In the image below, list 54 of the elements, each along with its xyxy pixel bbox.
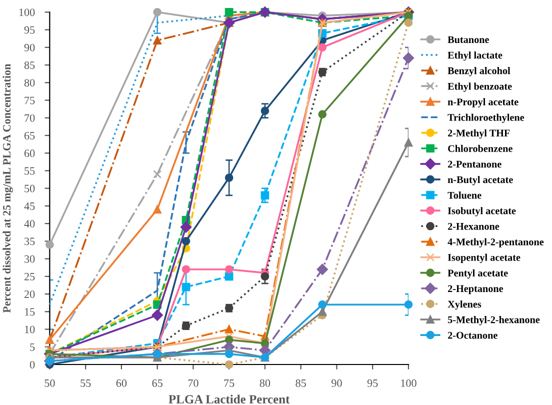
- x-axis-title: PLGA Lactide Percent: [168, 394, 290, 404]
- x-tick-label: 95: [367, 379, 378, 387]
- y-tick-label: 60: [24, 150, 35, 158]
- x-tick-label: 75: [224, 380, 234, 387]
- legend-label: Ethyl lactate: [448, 51, 502, 61]
- legend-label: n-Propyl acetate: [448, 98, 518, 108]
- legend-label: 2-Heptanone: [448, 285, 504, 294]
- y-tick-label: 65: [24, 132, 35, 140]
- legend-label: Isopentyl acetate: [448, 254, 520, 263]
- y-axis-title: Percent dissolved at 25 mg/mL PLGA Concentration: [2, 64, 13, 313]
- legend-label: Benzyl alcohol: [448, 67, 510, 76]
- x-tick-label: 80: [260, 379, 270, 387]
- y-tick-label: 0: [30, 360, 35, 368]
- y-tick-label: 5: [30, 343, 35, 351]
- y-tick-label: 85: [24, 61, 35, 69]
- x-tick-label: 90: [332, 379, 342, 387]
- y-tick-label: 45: [24, 202, 35, 210]
- y-tick-label: 90: [24, 44, 35, 52]
- legend-label: Ethyl benzoate: [448, 82, 512, 92]
- y-tick-label: 10: [24, 326, 35, 334]
- y-tick-label: 75: [24, 96, 35, 104]
- y-tick-label: 50: [24, 184, 35, 192]
- y-tick-label: 15: [24, 308, 35, 316]
- y-tick-label: 40: [24, 220, 35, 228]
- legend-label: Trichloroethylene: [448, 114, 524, 123]
- legend-label: n-Butyl acetate: [448, 176, 513, 186]
- legend-label: 2-Hexanone: [448, 222, 500, 230]
- x-tick-label: 60: [116, 379, 127, 387]
- legend-label: Toluene: [448, 192, 482, 199]
- y-tick-label: 30: [24, 255, 35, 263]
- x-tick-label: 65: [152, 379, 162, 387]
- legend-label: 5-Methyl-2-hexanone: [448, 316, 540, 326]
- y-tick-label: 55: [24, 167, 35, 175]
- y-tick-label: 20: [24, 290, 35, 298]
- y-tick-label: 70: [24, 114, 35, 122]
- legend-label: 2-Octanone: [448, 332, 498, 339]
- y-tick-label: 35: [24, 238, 35, 246]
- y-tick-label: 80: [24, 79, 35, 87]
- y-tick-label: 100: [19, 8, 35, 16]
- x-tick-label: 50: [44, 379, 55, 387]
- x-tick-label: 55: [80, 380, 91, 387]
- legend-label: Butanone: [448, 36, 489, 44]
- legend-label: Pentyl acetate: [448, 269, 508, 279]
- y-tick-label: 95: [24, 26, 35, 34]
- legend-label: Isobutyl acetate: [448, 207, 516, 216]
- legend-label: Xylenes: [448, 300, 482, 310]
- x-tick-label: 70: [188, 379, 198, 387]
- legend-label: 4-Methyl-2-pentanone: [448, 238, 544, 248]
- legend-label: Chlorobenzene: [448, 144, 512, 152]
- x-tick-label: 100: [401, 379, 416, 387]
- y-tick-label: 25: [24, 272, 35, 280]
- legend-label: 2-Methyl THF: [448, 129, 510, 139]
- x-tick-label: 85: [296, 379, 306, 387]
- legend-label: 2-Pentanone: [448, 160, 502, 168]
